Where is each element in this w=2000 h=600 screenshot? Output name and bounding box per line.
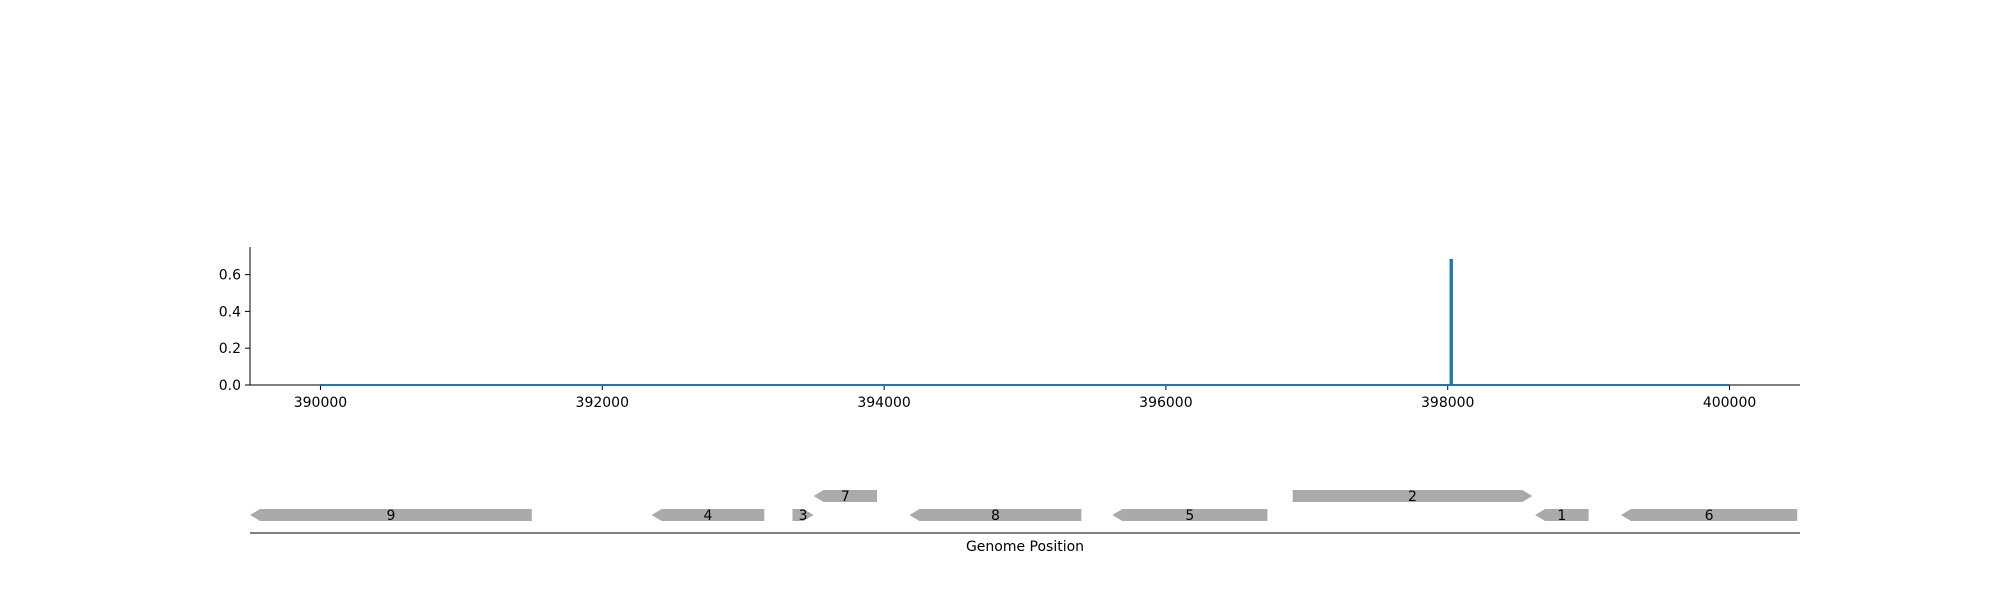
y-tick-label: 0.2 xyxy=(219,341,241,357)
gene-label: 5 xyxy=(1185,508,1194,524)
x-tick-label: 398000 xyxy=(1421,395,1474,411)
coverage-series-line xyxy=(320,258,1730,386)
x-tick-label: 390000 xyxy=(294,395,347,411)
y-tick-label: 0.6 xyxy=(219,268,241,284)
x-tick-label: 396000 xyxy=(1139,395,1192,411)
x-axis-label: Genome Position xyxy=(966,539,1084,555)
gene-arrow xyxy=(1621,509,1798,521)
x-tick-label: 392000 xyxy=(576,395,629,411)
gene-track: Genome Position 9 4 3 7 8 5 2 1 6 xyxy=(250,489,1800,555)
gene-label: 1 xyxy=(1557,508,1566,524)
gene-arrow xyxy=(1292,490,1533,502)
x-tick-label: 400000 xyxy=(1703,395,1756,411)
gene-arrow xyxy=(1535,509,1589,521)
gene-label: 4 xyxy=(703,508,712,524)
y-tick-label: 0.0 xyxy=(219,378,241,394)
gene-arrow xyxy=(651,509,765,521)
gene-label: 6 xyxy=(1705,508,1714,524)
x-tick-label: 394000 xyxy=(857,395,910,411)
gene-label: 7 xyxy=(841,489,850,505)
gene-label: 2 xyxy=(1408,489,1417,505)
gene-label: 3 xyxy=(799,508,808,524)
gene-label: 9 xyxy=(386,508,395,524)
gene-label: 8 xyxy=(991,508,1000,524)
gene-arrow xyxy=(1112,509,1268,521)
y-tick-label: 0.4 xyxy=(219,304,241,320)
gene-arrow xyxy=(909,509,1082,521)
coverage-plot: 0.0 0.2 0.4 0.6 390000 392000 394000 396000 3980… xyxy=(219,247,1800,411)
gene-arrow xyxy=(813,490,877,502)
gene-arrow xyxy=(792,509,814,521)
gene-arrow xyxy=(250,509,532,521)
